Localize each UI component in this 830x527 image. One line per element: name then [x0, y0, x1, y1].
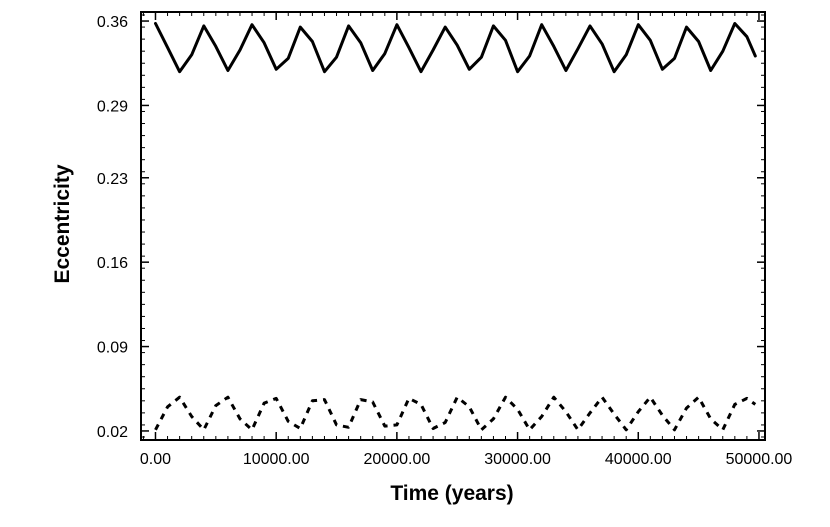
x-tick-label: 10000.00: [243, 451, 310, 468]
x-tick-labels: 0.00 10000.00 20000.00 30000.00 40000.00 5000…: [140, 451, 793, 468]
x-tick-label: 50000.00: [726, 451, 793, 468]
x-tick-label: 30000.00: [484, 451, 551, 468]
y-tick-label: 0.29: [97, 98, 128, 115]
y-axis-label: Eccentricity: [51, 164, 74, 283]
x-tick-label: 0.00: [140, 451, 171, 468]
y-minor-ticks: [141, 14, 765, 438]
y-major-ticks: [141, 20, 765, 432]
y-tick-label: 0.09: [97, 340, 128, 357]
x-tick-label: 20000.00: [364, 451, 431, 468]
y-tick-label: 0.36: [97, 14, 128, 31]
y-tick-label: 0.16: [97, 255, 128, 272]
x-major-ticks: [154, 12, 760, 440]
series-1-solid-line: [154, 22, 757, 74]
x-minor-ticks: [142, 12, 748, 440]
series-2-dashed-line: [154, 395, 757, 432]
series-layer: [154, 22, 757, 432]
y-tick-labels: 0.02 0.09 0.16 0.23 0.29 0.36: [97, 14, 128, 441]
y-tick-label: 0.02: [97, 424, 128, 441]
y-tick-label: 0.23: [97, 171, 128, 188]
x-axis-label: Time (years): [390, 482, 513, 505]
x-tick-label: 40000.00: [605, 451, 672, 468]
plot-frame: [140, 11, 766, 441]
